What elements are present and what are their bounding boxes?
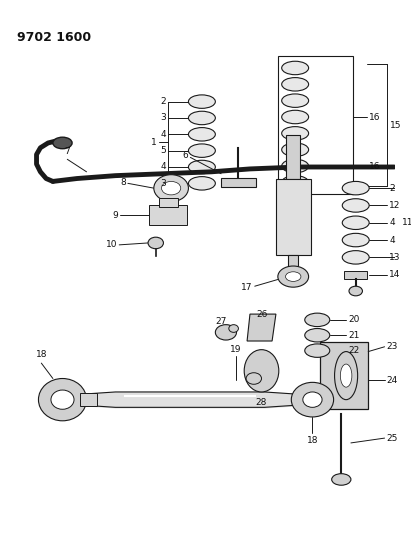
Text: 14: 14 bbox=[389, 270, 401, 279]
Ellipse shape bbox=[188, 127, 215, 141]
Text: 21: 21 bbox=[348, 331, 359, 340]
Ellipse shape bbox=[39, 378, 87, 421]
Ellipse shape bbox=[342, 181, 369, 195]
Text: 18: 18 bbox=[36, 350, 47, 359]
Ellipse shape bbox=[162, 181, 181, 195]
Text: 20: 20 bbox=[348, 316, 359, 325]
Ellipse shape bbox=[340, 364, 352, 387]
Text: 27: 27 bbox=[215, 317, 227, 326]
Ellipse shape bbox=[282, 143, 309, 156]
Text: 9702 1600: 9702 1600 bbox=[17, 31, 91, 44]
Ellipse shape bbox=[51, 390, 74, 409]
Ellipse shape bbox=[335, 352, 358, 400]
Ellipse shape bbox=[332, 474, 351, 485]
Ellipse shape bbox=[154, 175, 188, 201]
Text: 28: 28 bbox=[256, 398, 267, 407]
Ellipse shape bbox=[282, 61, 309, 75]
Ellipse shape bbox=[188, 111, 215, 125]
Ellipse shape bbox=[291, 382, 334, 417]
Text: 24: 24 bbox=[386, 376, 398, 385]
Ellipse shape bbox=[342, 233, 369, 247]
Ellipse shape bbox=[188, 95, 215, 108]
Ellipse shape bbox=[282, 176, 309, 189]
Text: 2: 2 bbox=[389, 184, 395, 192]
Text: 2: 2 bbox=[161, 97, 166, 106]
Text: 9: 9 bbox=[113, 211, 118, 220]
Text: 6: 6 bbox=[182, 151, 188, 160]
Text: 4: 4 bbox=[389, 236, 395, 245]
Ellipse shape bbox=[244, 350, 279, 392]
Ellipse shape bbox=[305, 344, 330, 357]
Ellipse shape bbox=[148, 237, 164, 249]
Text: 22: 22 bbox=[348, 346, 359, 355]
Bar bbox=[320, 342, 368, 409]
Text: 7: 7 bbox=[65, 148, 70, 156]
Ellipse shape bbox=[342, 199, 369, 212]
Ellipse shape bbox=[53, 137, 72, 149]
Ellipse shape bbox=[282, 110, 309, 124]
Ellipse shape bbox=[303, 392, 322, 407]
Ellipse shape bbox=[282, 127, 309, 140]
Ellipse shape bbox=[215, 325, 236, 340]
Text: 4: 4 bbox=[161, 130, 166, 139]
Text: 3: 3 bbox=[161, 179, 166, 188]
Text: 15: 15 bbox=[390, 120, 402, 130]
Text: 25: 25 bbox=[386, 434, 398, 442]
Ellipse shape bbox=[188, 176, 215, 190]
Bar bbox=[278, 56, 353, 194]
Text: 3: 3 bbox=[161, 114, 166, 123]
Ellipse shape bbox=[286, 272, 301, 281]
Text: 1: 1 bbox=[151, 138, 157, 147]
Ellipse shape bbox=[282, 94, 309, 107]
Ellipse shape bbox=[305, 328, 330, 342]
Ellipse shape bbox=[305, 313, 330, 327]
Text: 10: 10 bbox=[106, 240, 117, 249]
Text: 4: 4 bbox=[161, 163, 166, 172]
Bar bbox=[289, 255, 298, 273]
Bar bbox=[221, 177, 256, 187]
Text: 16: 16 bbox=[369, 161, 381, 171]
Ellipse shape bbox=[342, 251, 369, 264]
Bar bbox=[344, 271, 367, 279]
Text: 13: 13 bbox=[389, 253, 401, 262]
Text: 18: 18 bbox=[307, 436, 318, 445]
Ellipse shape bbox=[342, 216, 369, 230]
Ellipse shape bbox=[282, 159, 309, 173]
Ellipse shape bbox=[278, 266, 309, 287]
Bar bbox=[276, 179, 311, 255]
Ellipse shape bbox=[188, 144, 215, 157]
Bar bbox=[80, 393, 97, 406]
Text: 8: 8 bbox=[120, 178, 126, 187]
Text: 12: 12 bbox=[389, 201, 401, 210]
Bar bbox=[286, 135, 300, 179]
Text: 17: 17 bbox=[241, 282, 253, 292]
Bar bbox=[159, 198, 178, 207]
Text: 5: 5 bbox=[161, 146, 166, 155]
Text: 26: 26 bbox=[257, 310, 268, 319]
Text: 4: 4 bbox=[389, 218, 395, 227]
Text: 19: 19 bbox=[230, 344, 241, 353]
Ellipse shape bbox=[349, 286, 363, 296]
Ellipse shape bbox=[229, 325, 238, 333]
Bar bbox=[149, 205, 187, 225]
Text: 16: 16 bbox=[369, 112, 381, 122]
Ellipse shape bbox=[282, 78, 309, 91]
Ellipse shape bbox=[246, 373, 261, 384]
Text: 11: 11 bbox=[402, 218, 411, 227]
Polygon shape bbox=[247, 314, 276, 341]
Ellipse shape bbox=[188, 160, 215, 174]
Text: 23: 23 bbox=[386, 342, 398, 351]
